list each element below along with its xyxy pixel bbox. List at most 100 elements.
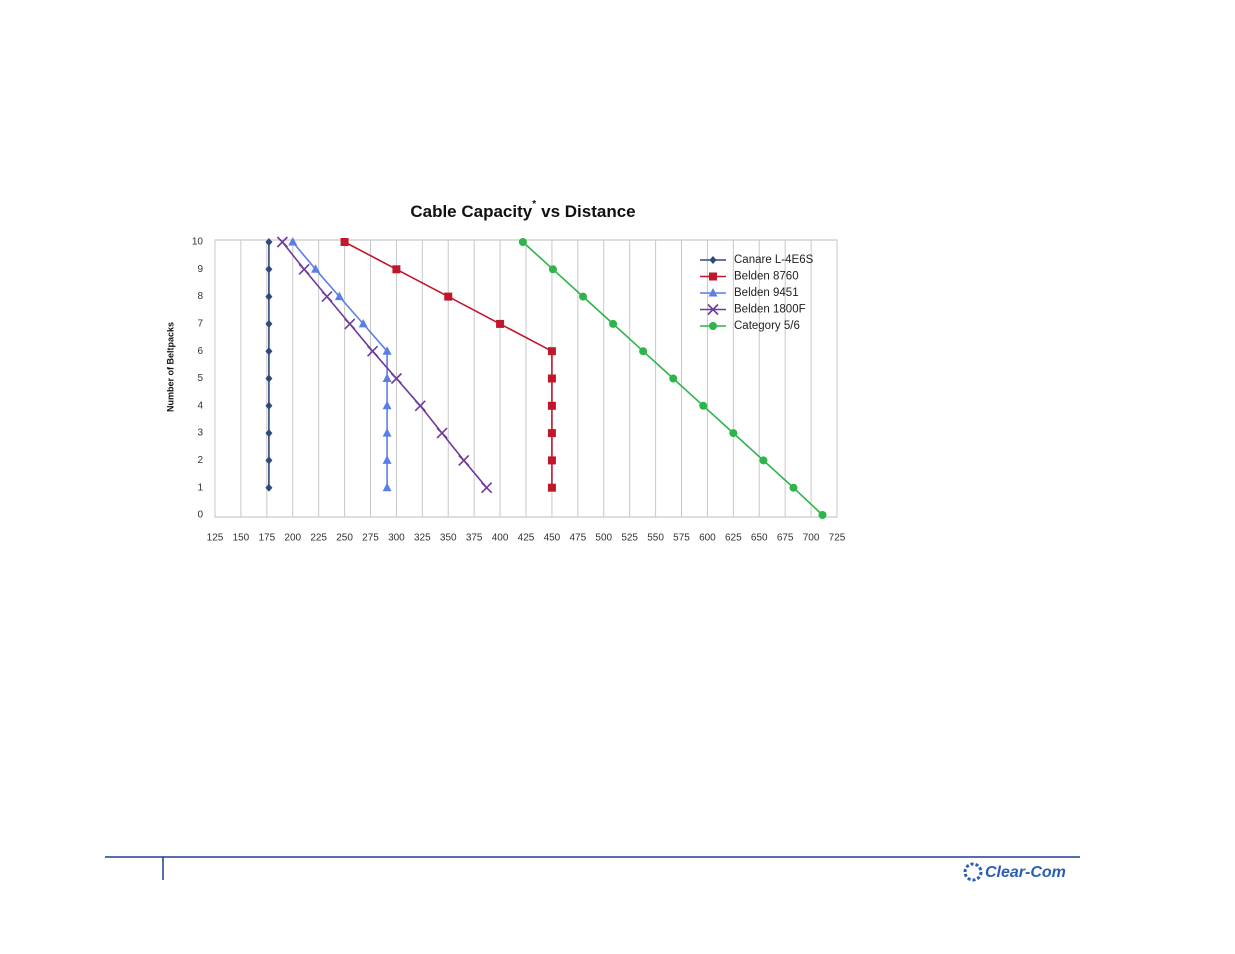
x-tick-label: 225 — [310, 533, 327, 544]
marker — [639, 347, 648, 356]
x-tick-label: 600 — [699, 533, 716, 544]
marker — [288, 237, 298, 246]
marker — [444, 292, 453, 301]
x-tick-label: 200 — [284, 533, 301, 544]
marker — [414, 400, 426, 412]
marker — [382, 428, 392, 437]
marker — [547, 347, 556, 356]
marker — [382, 455, 392, 464]
marker — [265, 347, 273, 356]
legend-marker — [709, 322, 717, 330]
marker — [276, 236, 288, 248]
x-tick-label: 575 — [673, 533, 690, 544]
marker — [265, 238, 273, 246]
y-tick-label: 9 — [197, 264, 203, 275]
marker — [547, 401, 556, 410]
marker — [548, 265, 557, 274]
y-tick-label: 1 — [197, 482, 203, 493]
marker — [458, 454, 470, 466]
marker — [699, 401, 708, 410]
x-tick-label: 325 — [414, 533, 431, 544]
marker — [340, 238, 349, 246]
legend-item: Belden 9451 — [700, 287, 799, 299]
x-tick-label: 425 — [518, 533, 535, 544]
marker — [547, 483, 556, 492]
marker — [265, 483, 273, 492]
marker — [367, 345, 379, 357]
y-tick-label: 10 — [192, 237, 204, 248]
logo-icon — [963, 862, 983, 882]
x-tick-label: 375 — [466, 533, 483, 544]
legend-marker — [709, 256, 717, 264]
x-tick-label: 350 — [440, 533, 457, 544]
plot: 125 150 175 200 225 250 275 300 325 350 375 400 425 4… — [192, 236, 846, 544]
marker — [436, 427, 448, 439]
y-tick-label: 8 — [197, 291, 203, 302]
marker — [321, 291, 333, 303]
marker — [265, 292, 273, 301]
marker — [265, 374, 273, 383]
y-tick-label: 7 — [197, 319, 203, 330]
marker — [547, 374, 556, 383]
x-tick-label: 625 — [725, 533, 742, 544]
marker — [496, 319, 505, 328]
x-tick-label: 125 — [207, 533, 224, 544]
marker — [265, 319, 273, 328]
marker — [265, 429, 273, 438]
series-line — [344, 241, 553, 488]
x-tick-label: 500 — [595, 533, 612, 544]
legend-label: Belden 9451 — [734, 287, 799, 299]
marker — [382, 346, 392, 355]
marker — [298, 263, 310, 275]
x-tick-label: 525 — [621, 533, 638, 544]
marker — [382, 482, 392, 492]
marker — [609, 319, 618, 328]
x-tick-label: 150 — [233, 533, 250, 544]
marker — [579, 292, 588, 301]
marker — [382, 400, 392, 410]
x-tick-label: 275 — [362, 533, 379, 544]
logo: Clear-Com — [985, 864, 1066, 881]
title-main: Cable Capacity — [410, 202, 532, 221]
legend-label: Category 5/6 — [734, 320, 800, 332]
series-line — [281, 241, 488, 489]
marker — [265, 265, 273, 274]
marker — [518, 238, 527, 246]
marker — [669, 374, 678, 383]
series-line — [292, 241, 388, 488]
y-tick-label: 2 — [197, 455, 203, 466]
chart-title: Cable Capacity* vs Distance — [410, 199, 635, 222]
y-tick-label: 3 — [197, 428, 203, 439]
marker — [759, 456, 768, 465]
marker — [547, 456, 556, 465]
x-tick-label: 650 — [751, 533, 768, 544]
x-tick-label: 675 — [777, 533, 794, 544]
legend-label: Belden 8760 — [734, 271, 799, 283]
marker — [358, 318, 368, 328]
y-tick-label: 5 — [197, 373, 203, 384]
legend-item: Canare L-4E6S — [700, 254, 814, 266]
x-tick-label: 725 — [829, 533, 846, 544]
marker — [390, 372, 402, 385]
x-tick-label: 300 — [388, 533, 405, 544]
legend-marker — [709, 272, 717, 281]
legend-label: Belden 1800F — [734, 304, 806, 316]
title-note: * — [532, 199, 536, 210]
x-tick-label: 550 — [647, 533, 664, 544]
y-tick-label: 4 — [197, 400, 203, 411]
x-tick-label: 400 — [492, 533, 509, 544]
marker — [265, 401, 273, 410]
y-tick-label: 6 — [197, 346, 203, 357]
marker — [481, 482, 493, 494]
legend-item: Category 5/6 — [700, 320, 800, 332]
marker — [334, 291, 344, 301]
legend-item: Belden 1800F — [700, 304, 806, 316]
legend-item: Belden 8760 — [700, 271, 799, 283]
marker — [818, 511, 827, 519]
x-tick-label: 700 — [803, 533, 820, 544]
marker — [789, 483, 798, 492]
legend-marker — [707, 303, 719, 316]
x-tick-label: 175 — [258, 533, 275, 544]
marker — [311, 264, 321, 273]
